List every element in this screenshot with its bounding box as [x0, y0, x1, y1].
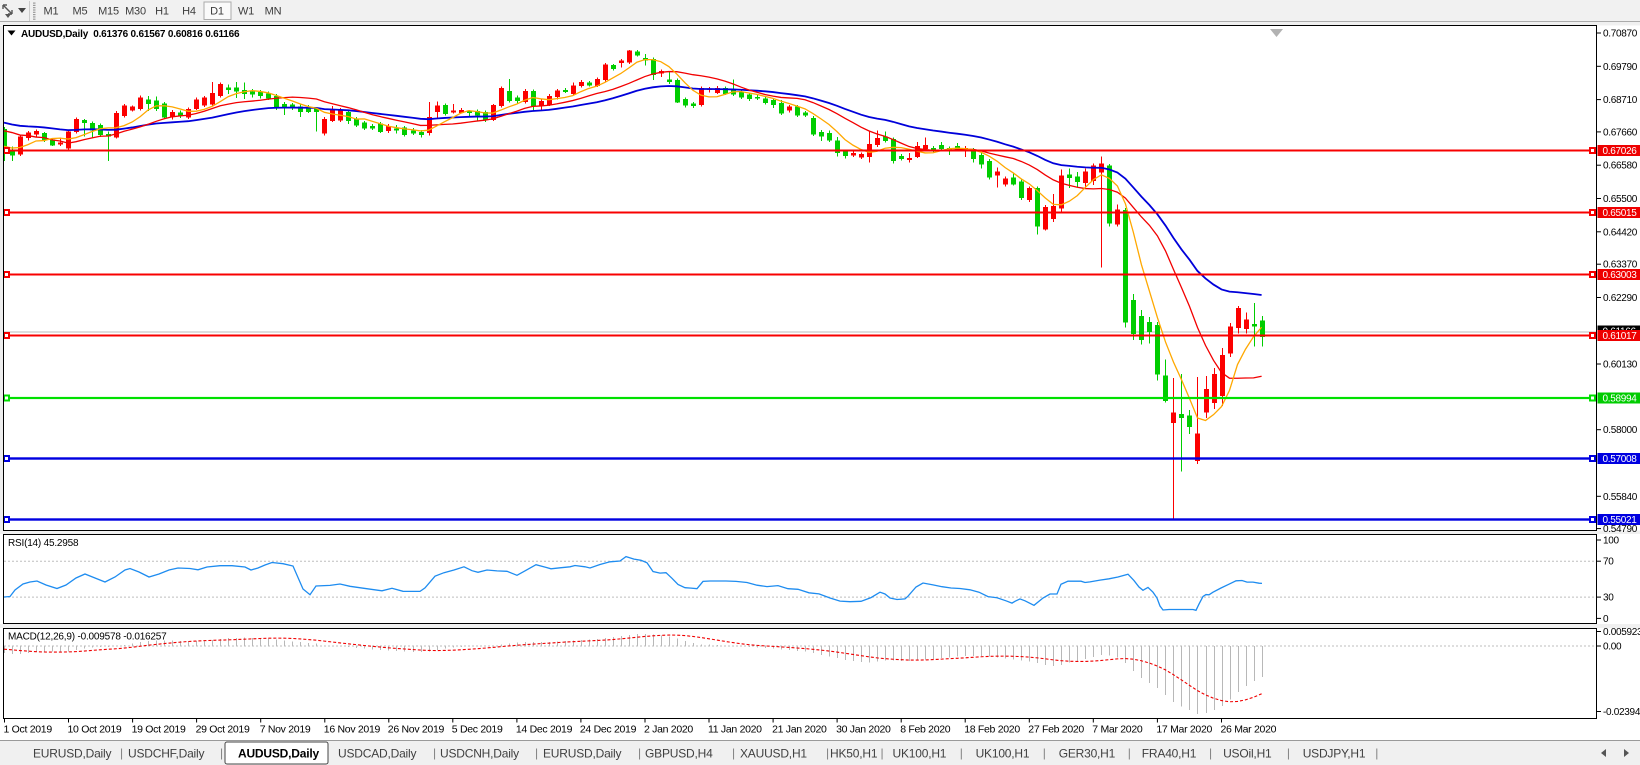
svg-text:10 Oct 2019: 10 Oct 2019	[68, 724, 122, 736]
svg-text:AUDUSD,Daily: AUDUSD,Daily	[238, 747, 319, 761]
svg-text:2 Jan 2020: 2 Jan 2020	[644, 724, 693, 736]
svg-text:29 Oct 2019: 29 Oct 2019	[196, 724, 250, 736]
svg-text:MACD(12,26,9) -0.009578 -0.016: MACD(12,26,9) -0.009578 -0.016257	[8, 632, 167, 643]
svg-text:14 Dec 2019: 14 Dec 2019	[516, 724, 573, 736]
svg-text:|: |	[881, 746, 884, 760]
svg-text:0.60130: 0.60130	[1603, 360, 1638, 371]
svg-text:0.67026: 0.67026	[1603, 146, 1638, 157]
svg-text:7 Nov 2019: 7 Nov 2019	[260, 724, 311, 736]
svg-text:0.66580: 0.66580	[1603, 161, 1638, 172]
svg-text:17 Mar 2020: 17 Mar 2020	[1156, 724, 1212, 736]
svg-text:0.70870: 0.70870	[1603, 29, 1638, 40]
svg-text:21 Jan 2020: 21 Jan 2020	[772, 724, 827, 736]
svg-text:0.67660: 0.67660	[1603, 127, 1638, 138]
svg-text:|: |	[1043, 746, 1046, 760]
svg-text:0.69790: 0.69790	[1603, 62, 1638, 73]
svg-text:19 Oct 2019: 19 Oct 2019	[132, 724, 186, 736]
svg-text:0.65015: 0.65015	[1603, 208, 1638, 219]
svg-text:18 Feb 2020: 18 Feb 2020	[964, 724, 1020, 736]
svg-text:0.58994: 0.58994	[1603, 394, 1638, 405]
svg-text:UK100,H1: UK100,H1	[893, 747, 947, 761]
svg-text:100: 100	[1603, 536, 1620, 547]
svg-text:1 Oct 2019: 1 Oct 2019	[4, 724, 53, 736]
svg-text:27 Feb 2020: 27 Feb 2020	[1028, 724, 1084, 736]
svg-text:16 Nov 2019: 16 Nov 2019	[324, 724, 381, 736]
svg-text:M30: M30	[125, 6, 146, 18]
svg-text:0.62290: 0.62290	[1603, 293, 1638, 304]
svg-text:|: |	[638, 746, 641, 760]
svg-text:0.63370: 0.63370	[1603, 260, 1638, 271]
svg-text:11 Jan 2020: 11 Jan 2020	[708, 724, 762, 736]
svg-text:GBPUSD,H4: GBPUSD,H4	[645, 747, 713, 761]
svg-text:|: |	[120, 746, 123, 760]
svg-text:0.55021: 0.55021	[1603, 515, 1638, 526]
svg-text:M15: M15	[98, 6, 119, 18]
svg-text:EURUSD,Daily: EURUSD,Daily	[543, 747, 621, 761]
svg-text:H4: H4	[182, 6, 196, 18]
svg-text:5 Dec 2019: 5 Dec 2019	[452, 724, 503, 736]
svg-text:D1: D1	[210, 6, 224, 18]
svg-text:GER30,H1: GER30,H1	[1059, 747, 1116, 761]
svg-text:|: |	[960, 746, 963, 760]
svg-text:0.54790: 0.54790	[1603, 524, 1638, 535]
svg-text:AUDUSD,Daily 0.61376 0.61567: AUDUSD,Daily 0.61376 0.61567 0.60816 0.6…	[21, 29, 240, 40]
svg-text:0.63003: 0.63003	[1603, 270, 1638, 281]
svg-text:0.00: 0.00	[1603, 642, 1622, 653]
svg-text:|: |	[732, 746, 735, 760]
svg-text:USOil,H1: USOil,H1	[1223, 747, 1272, 761]
svg-text:30 Jan 2020: 30 Jan 2020	[836, 724, 891, 736]
svg-text:HK50,H1: HK50,H1	[830, 747, 878, 761]
svg-text:H1: H1	[155, 6, 169, 18]
svg-text:-0.023944: -0.023944	[1603, 707, 1640, 718]
svg-text:USDCAD,Daily: USDCAD,Daily	[338, 747, 416, 761]
svg-text:70: 70	[1603, 557, 1614, 568]
svg-text:USDCHF,Daily: USDCHF,Daily	[128, 747, 204, 761]
svg-text:|: |	[1375, 746, 1378, 760]
svg-text:RSI(14) 45.2958: RSI(14) 45.2958	[8, 538, 79, 549]
svg-text:USDCNH,Daily: USDCNH,Daily	[440, 747, 519, 761]
svg-text:0: 0	[1603, 614, 1609, 625]
svg-text:0.58000: 0.58000	[1603, 425, 1638, 436]
svg-text:UK100,H1: UK100,H1	[976, 747, 1030, 761]
svg-text:0.65500: 0.65500	[1603, 194, 1638, 205]
svg-text:|: |	[535, 746, 538, 760]
svg-text:|: |	[433, 746, 436, 760]
svg-text:8 Feb 2020: 8 Feb 2020	[900, 724, 951, 736]
svg-text:0.55840: 0.55840	[1603, 492, 1638, 503]
svg-text:24 Dec 2019: 24 Dec 2019	[580, 724, 637, 736]
svg-text:0.61017: 0.61017	[1603, 331, 1638, 342]
svg-text:26 Nov 2019: 26 Nov 2019	[388, 724, 445, 736]
svg-text:M1: M1	[44, 6, 59, 18]
svg-text:XAUUSD,H1: XAUUSD,H1	[740, 747, 807, 761]
svg-text:|: |	[826, 746, 829, 760]
svg-text:|: |	[1209, 746, 1212, 760]
svg-text:USDJPY,H1: USDJPY,H1	[1303, 747, 1366, 761]
svg-text:7 Mar 2020: 7 Mar 2020	[1092, 724, 1143, 736]
svg-text:MN: MN	[265, 6, 282, 18]
svg-text:EURUSD,Daily: EURUSD,Daily	[33, 747, 111, 761]
svg-text:|: |	[1287, 746, 1290, 760]
svg-text:26 Mar 2020: 26 Mar 2020	[1221, 724, 1277, 736]
svg-text:0.57008: 0.57008	[1603, 454, 1638, 465]
svg-text:FRA40,H1: FRA40,H1	[1142, 747, 1197, 761]
svg-text:0.005923: 0.005923	[1603, 627, 1640, 638]
svg-text:0.64420: 0.64420	[1603, 227, 1638, 238]
svg-text:|: |	[1128, 746, 1131, 760]
svg-text:W1: W1	[238, 6, 254, 18]
svg-text:0.68710: 0.68710	[1603, 95, 1638, 106]
svg-text:|: |	[220, 746, 223, 760]
svg-text:M5: M5	[73, 6, 88, 18]
svg-text:30: 30	[1603, 593, 1614, 604]
